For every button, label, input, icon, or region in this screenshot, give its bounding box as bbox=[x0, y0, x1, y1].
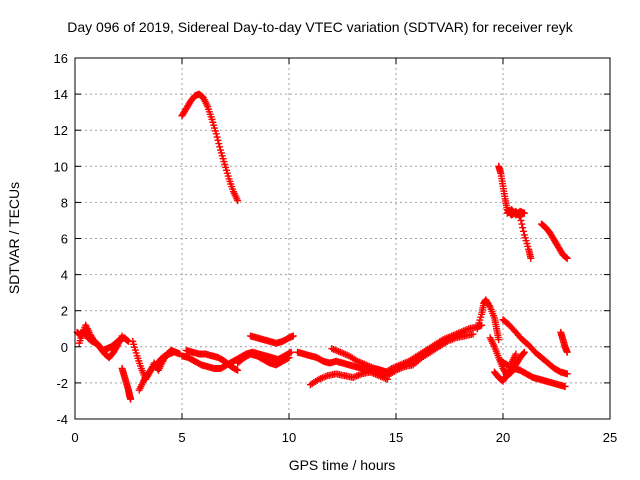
data-point bbox=[520, 349, 528, 357]
series-track-9 bbox=[234, 350, 293, 369]
series-track-23 bbox=[503, 206, 528, 219]
data-point bbox=[118, 332, 126, 340]
y-axis-label: SDTVAR / TECUs bbox=[6, 182, 22, 294]
data-point bbox=[234, 366, 242, 374]
x-tick-label: 10 bbox=[282, 430, 296, 445]
series-track-8 bbox=[182, 346, 242, 374]
series-track-10 bbox=[246, 332, 297, 347]
data-point bbox=[563, 348, 571, 356]
data-point bbox=[213, 133, 221, 141]
grid-lines bbox=[75, 58, 610, 419]
series-track-6 bbox=[178, 90, 242, 205]
series-track-19 bbox=[497, 357, 569, 391]
y-tick-label: 4 bbox=[61, 268, 68, 283]
data-point bbox=[518, 220, 526, 228]
data-point bbox=[284, 354, 292, 362]
data-point bbox=[502, 371, 510, 379]
data-point bbox=[169, 348, 177, 356]
data-point bbox=[527, 254, 535, 262]
data-point bbox=[562, 254, 570, 262]
y-tick-label: 16 bbox=[54, 51, 68, 66]
series-track-3 bbox=[118, 364, 135, 403]
data-point bbox=[214, 136, 222, 144]
data-point bbox=[232, 366, 240, 374]
series-track-18 bbox=[499, 316, 571, 378]
data-point bbox=[469, 330, 477, 338]
data-point bbox=[285, 354, 293, 362]
series-track-24 bbox=[538, 220, 571, 262]
data-point bbox=[495, 336, 503, 344]
y-tick-label: -2 bbox=[56, 376, 68, 391]
series-track-21 bbox=[557, 328, 571, 356]
data-point bbox=[563, 370, 571, 378]
y-tick-label: 12 bbox=[54, 123, 68, 138]
data-point bbox=[563, 254, 571, 262]
data-point bbox=[127, 395, 135, 403]
data-point bbox=[485, 302, 493, 310]
y-tick-label: -4 bbox=[56, 412, 68, 427]
data-point bbox=[286, 349, 294, 357]
series-track-5 bbox=[135, 348, 177, 394]
x-tick-label: 25 bbox=[603, 430, 617, 445]
y-tick-label: 10 bbox=[54, 159, 68, 174]
series-track-13 bbox=[328, 345, 387, 376]
y-tick-label: 6 bbox=[61, 232, 68, 247]
y-tick-label: 0 bbox=[61, 340, 68, 355]
y-tick-label: 2 bbox=[61, 304, 68, 319]
y-tick-label: 14 bbox=[54, 87, 68, 102]
data-point bbox=[519, 224, 527, 232]
x-tick-label: 15 bbox=[389, 430, 403, 445]
chart-title: Day 096 of 2019, Sidereal Day-to-day VTE… bbox=[67, 19, 573, 35]
data-point bbox=[215, 140, 223, 148]
series-track-16 bbox=[473, 296, 503, 344]
data-point bbox=[212, 130, 220, 138]
data-point bbox=[517, 216, 525, 224]
y-tick-label: 8 bbox=[61, 195, 68, 210]
data-point bbox=[512, 350, 520, 358]
series-track-2 bbox=[75, 327, 126, 362]
data-point bbox=[520, 348, 528, 356]
data-point bbox=[520, 227, 528, 235]
axis-ticks: 0 5 10 15 20 25 -4 -2 0 2 4 6 8 10 12 14 16 bbox=[54, 51, 618, 445]
x-tick-label: 5 bbox=[178, 430, 185, 445]
data-point bbox=[234, 197, 242, 205]
x-tick-label: 20 bbox=[496, 430, 510, 445]
series-track-20 bbox=[490, 350, 520, 385]
data-point bbox=[287, 348, 295, 356]
series-track-15 bbox=[383, 330, 477, 380]
data-point bbox=[124, 337, 132, 345]
x-axis-label: GPS time / hours bbox=[289, 457, 396, 473]
data-marks bbox=[73, 90, 571, 403]
data-point bbox=[520, 209, 528, 217]
data-point bbox=[289, 332, 297, 340]
data-point bbox=[561, 383, 569, 391]
x-tick-label: 0 bbox=[71, 430, 78, 445]
data-point bbox=[216, 143, 224, 151]
